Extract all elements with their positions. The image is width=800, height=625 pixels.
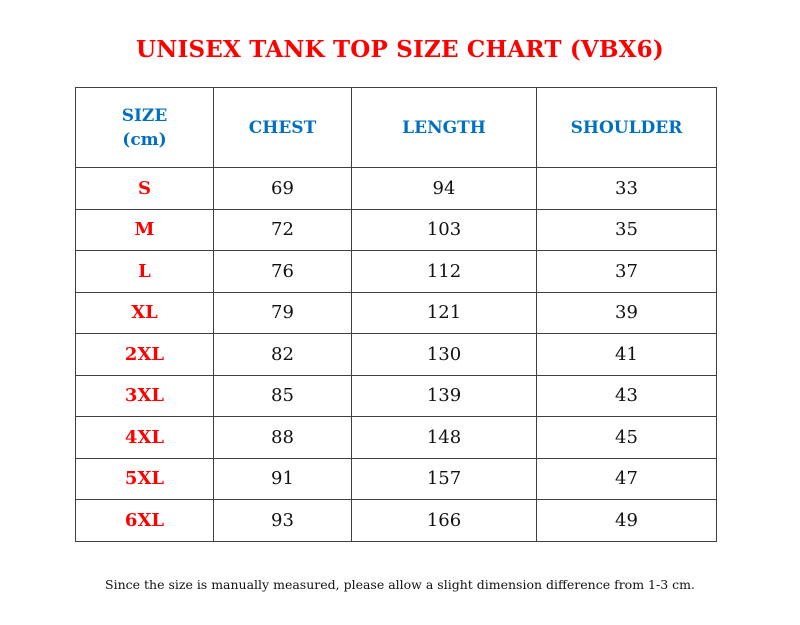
table-row: M 72 103 35: [75, 208, 717, 251]
cell-chest: 72: [213, 208, 352, 251]
cell-chest: 91: [213, 457, 352, 500]
table-row: L 76 112 37: [75, 250, 717, 293]
table-row: 6XL 93 166 49: [75, 499, 717, 542]
cell-chest: 76: [213, 250, 352, 293]
cell-length: 148: [351, 416, 537, 459]
cell-shoulder: 41: [536, 333, 717, 376]
cell-length: 157: [351, 457, 537, 500]
cell-chest: 69: [213, 167, 352, 210]
header-length: LENGTH: [351, 87, 537, 168]
header-chest: CHEST: [213, 87, 352, 168]
cell-chest: 85: [213, 374, 352, 417]
table-row: XL 79 121 39: [75, 291, 717, 334]
table-row: 3XL 85 139 43: [75, 374, 717, 417]
cell-shoulder: 45: [536, 416, 717, 459]
cell-size: L: [75, 250, 214, 293]
header-size: SIZE (cm): [75, 87, 214, 168]
table-header-row: SIZE (cm) CHEST LENGTH SHOULDER: [75, 87, 717, 168]
cell-length: 121: [351, 291, 537, 334]
cell-shoulder: 37: [536, 250, 717, 293]
measurement-note: Since the size is manually measured, ple…: [105, 577, 695, 592]
cell-size: XL: [75, 291, 214, 334]
cell-size: M: [75, 208, 214, 251]
cell-shoulder: 43: [536, 374, 717, 417]
cell-shoulder: 47: [536, 457, 717, 500]
cell-chest: 82: [213, 333, 352, 376]
cell-shoulder: 35: [536, 208, 717, 251]
cell-chest: 88: [213, 416, 352, 459]
cell-length: 130: [351, 333, 537, 376]
header-shoulder: SHOULDER: [536, 87, 717, 168]
cell-size: 5XL: [75, 457, 214, 500]
cell-size: 6XL: [75, 499, 214, 542]
cell-length: 94: [351, 167, 537, 210]
cell-shoulder: 39: [536, 291, 717, 334]
cell-size: 3XL: [75, 374, 214, 417]
cell-size: S: [75, 167, 214, 210]
cell-shoulder: 33: [536, 167, 717, 210]
cell-length: 166: [351, 499, 537, 542]
page-title: UNISEX TANK TOP SIZE CHART (VBX6): [136, 36, 664, 63]
cell-length: 112: [351, 250, 537, 293]
cell-length: 139: [351, 374, 537, 417]
size-chart-table: SIZE (cm) CHEST LENGTH SHOULDER S 69 94 33 M 7…: [75, 87, 717, 542]
table-row: 5XL 91 157 47: [75, 457, 717, 500]
cell-chest: 93: [213, 499, 352, 542]
table-row: 2XL 82 130 41: [75, 333, 717, 376]
header-size-label: SIZE: [121, 105, 168, 126]
cell-chest: 79: [213, 291, 352, 334]
cell-size: 2XL: [75, 333, 214, 376]
cell-size: 4XL: [75, 416, 214, 459]
header-unit-label: (cm): [122, 129, 167, 150]
table-row: S 69 94 33: [75, 167, 717, 210]
table-row: 4XL 88 148 45: [75, 416, 717, 459]
cell-shoulder: 49: [536, 499, 717, 542]
cell-length: 103: [351, 208, 537, 251]
